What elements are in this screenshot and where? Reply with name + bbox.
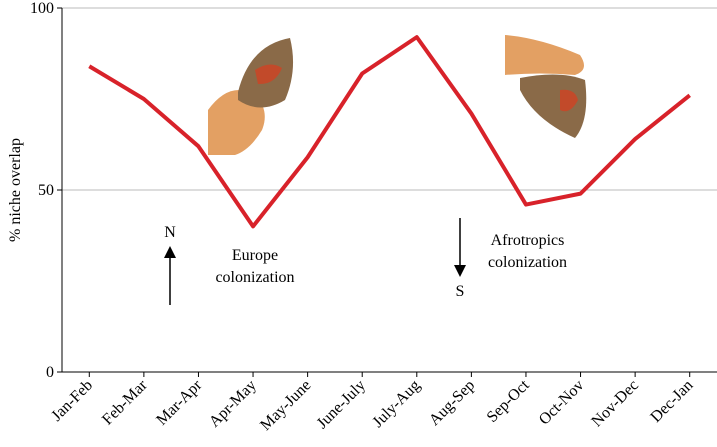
x-tick-label: Oct-Nov [536,377,588,429]
butterfly-photo-left [208,38,294,155]
x-tick-label: Mar-Apr [153,376,205,428]
x-tick-label: June-July [314,377,369,432]
y-tick-label: 100 [30,0,54,17]
annotation: S [455,283,465,300]
y-axis-label: % niche overlap [7,138,24,242]
annotation: N [164,224,176,241]
x-tick-label: Nov-Dec [588,377,641,430]
x-tick-label: Dec-Jan [647,377,696,426]
y-tick-label: 50 [38,182,54,199]
x-tick-label: July-Aug [369,377,423,431]
annotation: Europe colonization [215,247,295,286]
butterfly-photo-right [505,35,587,138]
y-tick-label: 0 [46,364,54,381]
x-tick-label: Feb-Mar [99,376,151,428]
x-tick-label: Jan-Feb [48,377,96,425]
annotation: Afrotropics colonization [487,232,568,271]
x-tick-label: Apr-May [206,377,260,431]
x-tick-label: May-June [257,377,314,434]
data-line [88,35,691,229]
x-tick-label: Sep-Oct [484,376,533,425]
x-tick-label: Aug-Sep [426,377,478,429]
